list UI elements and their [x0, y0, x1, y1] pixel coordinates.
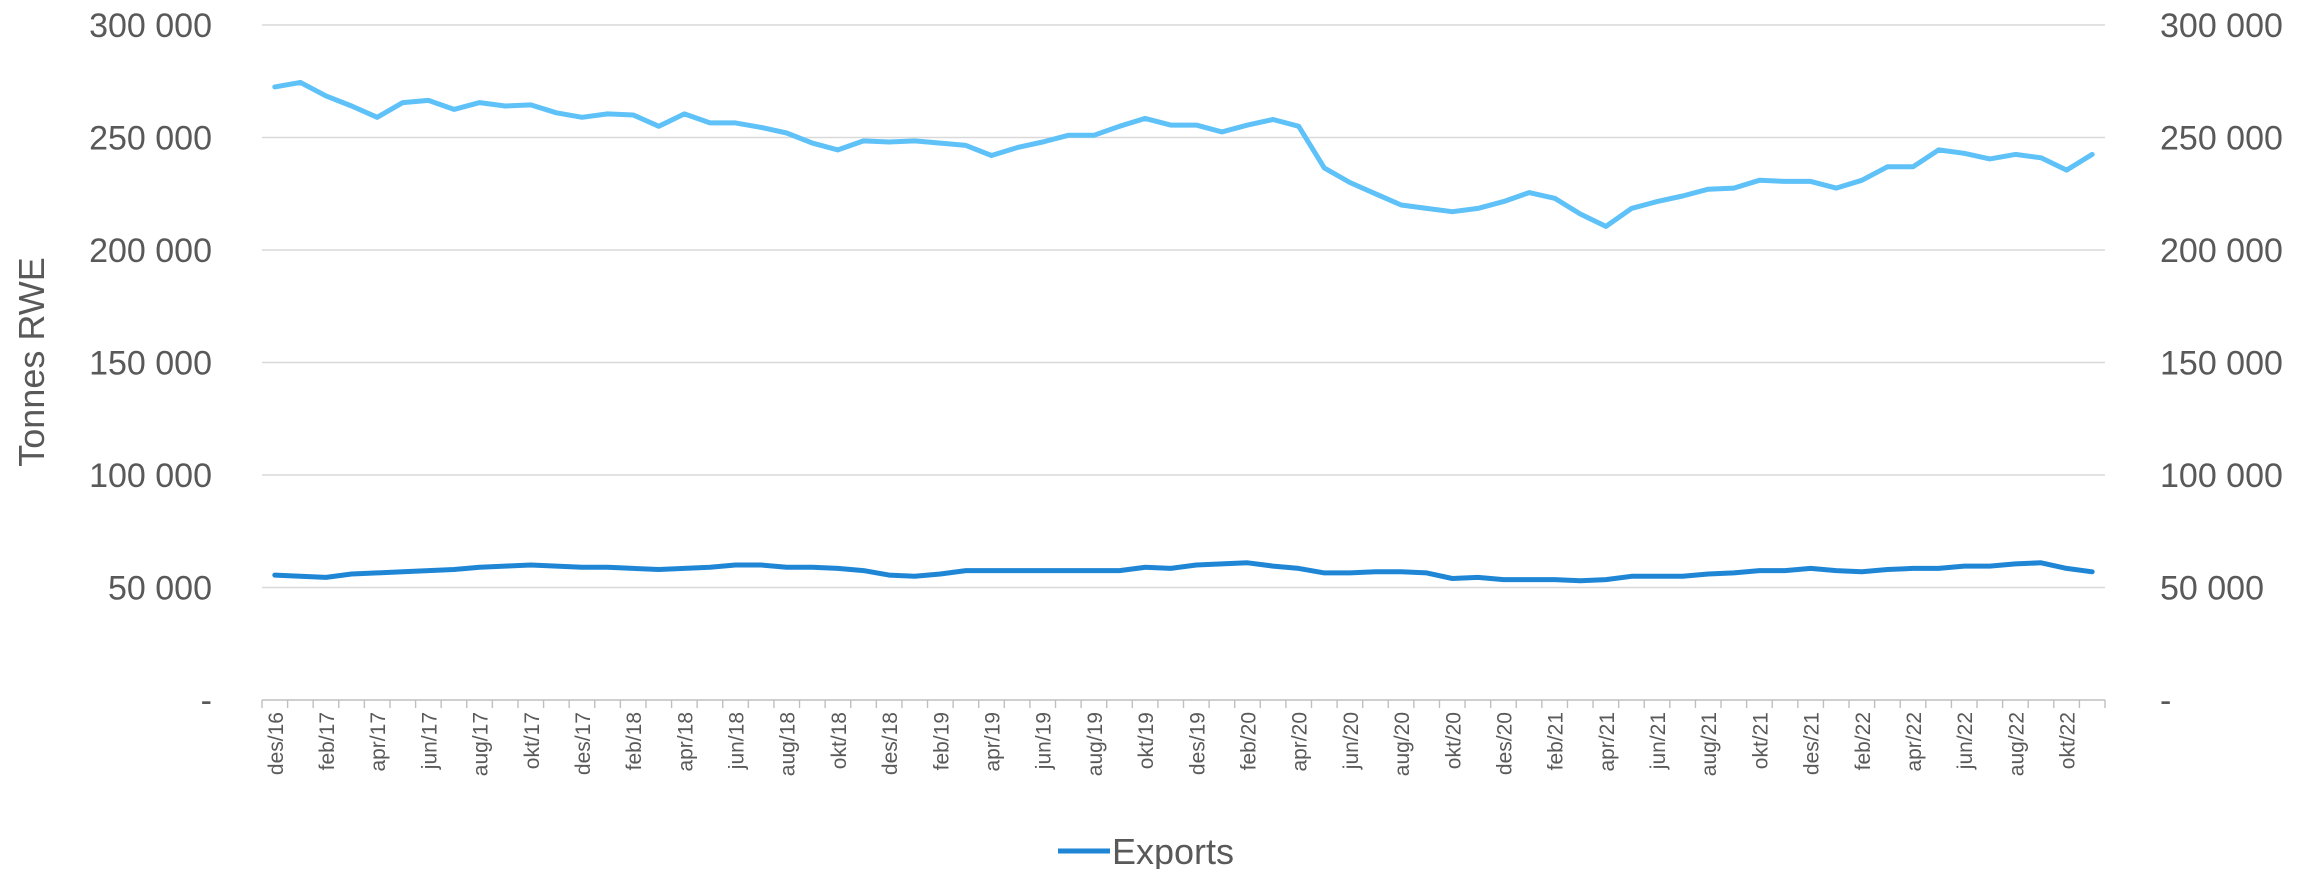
secondary-y-tick-label: -: [2160, 682, 2171, 720]
x-tick-label: okt/20: [1442, 712, 1465, 769]
x-tick-label: okt/19: [1135, 712, 1158, 769]
x-tick-label: okt/17: [521, 712, 544, 769]
x-tick-label: jun/18: [726, 712, 749, 770]
x-tick-label: jun/20: [1340, 712, 1363, 770]
x-tick-label: des/19: [1186, 712, 1209, 775]
x-tick-label: aug/17: [470, 712, 493, 776]
x-tick-label: aug/19: [1084, 712, 1107, 776]
y-tick-label: 300 000: [89, 7, 212, 45]
secondary-y-axis-tick-labels: - 50 000 100 000 150 000 200 000 250 000 300 0…: [2160, 7, 2283, 720]
x-tick-label: des/20: [1493, 712, 1516, 775]
x-tick-label: apr/21: [1596, 712, 1619, 772]
x-tick-label: feb/22: [1852, 712, 1875, 770]
gridlines: [262, 24, 2105, 589]
x-tick-label: des/21: [1801, 712, 1824, 775]
x-tick-label: feb/18: [623, 712, 646, 770]
y-tick-label: 50 000: [108, 570, 212, 608]
x-tick-label: apr/17: [367, 712, 390, 772]
series-lines: [272, 79, 2095, 584]
x-tick-label: des/16: [265, 712, 288, 775]
x-tick-label: okt/21: [1749, 712, 1772, 769]
x-tick-label: jun/17: [418, 712, 441, 770]
x-tick-label: jun/22: [1954, 712, 1977, 770]
x-tick-label: aug/18: [777, 712, 800, 776]
x-tick-label: jun/19: [1033, 712, 1056, 770]
legend: Exports: [1058, 831, 1234, 869]
series-line-0: [272, 79, 2095, 229]
secondary-y-tick-label: 100 000: [2160, 457, 2283, 495]
x-tick-label: okt/18: [828, 712, 851, 769]
secondary-y-tick-label: 50 000: [2160, 570, 2264, 608]
series-line-1: [272, 560, 2095, 584]
x-tick-label: feb/17: [316, 712, 339, 770]
x-axis: des/16 feb/17 apr/17 jun/17 aug/17 okt/17 des/…: [261, 699, 2106, 776]
x-tick-label: des/18: [879, 712, 902, 775]
x-tick-label: feb/21: [1545, 712, 1568, 770]
x-tick-label: aug/20: [1391, 712, 1414, 776]
x-tick-label: apr/19: [982, 712, 1005, 772]
secondary-y-tick-label: 250 000: [2160, 120, 2283, 158]
y-tick-label: 200 000: [89, 232, 212, 270]
y-tick-label: 150 000: [89, 345, 212, 383]
secondary-y-tick-label: 150 000: [2160, 345, 2283, 383]
x-tick-label: apr/22: [1903, 712, 1926, 772]
legend-label: Exports: [1112, 831, 1234, 869]
y-axis-label: Tonnes RWE: [11, 257, 52, 466]
x-tick-label: feb/19: [930, 712, 953, 770]
x-tick-label: apr/18: [674, 712, 697, 772]
y-tick-label: 100 000: [89, 457, 212, 495]
x-tick-label: aug/22: [2005, 712, 2028, 776]
y-tick-label: -: [201, 682, 212, 720]
y-tick-label: 250 000: [89, 120, 212, 158]
y-axis-tick-labels: - 50 000 100 000 150 000 200 000 250 000 300 0…: [89, 7, 212, 720]
x-tick-label: des/17: [572, 712, 595, 775]
x-tick-label: jun/21: [1647, 712, 1670, 770]
secondary-y-tick-label: 200 000: [2160, 232, 2283, 270]
x-tick-label: aug/21: [1698, 712, 1721, 776]
x-tick-label: okt/22: [2057, 712, 2080, 769]
x-tick-label: feb/20: [1237, 712, 1260, 770]
secondary-y-tick-label: 300 000: [2160, 7, 2283, 45]
x-tick-label: apr/20: [1289, 712, 1312, 772]
